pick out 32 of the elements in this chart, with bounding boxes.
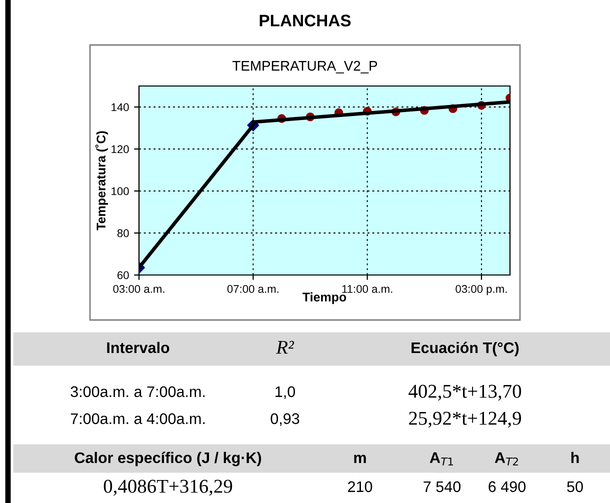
y-tick-label: 120: [112, 145, 129, 154]
y-tick-label: 60: [117, 271, 129, 280]
text: 7:00a.m. a 4:00a.m.: [70, 413, 205, 424]
text: 6 490: [488, 481, 526, 492]
text: 25,92*t+124,9: [409, 412, 521, 428]
text: 0,4086T+316,29: [104, 480, 232, 496]
text: A$_{T1}$: [430, 452, 453, 466]
x-tick-label: 03:00 p.m.: [456, 285, 507, 296]
x-tick-label: 07:00 a.m.: [227, 285, 278, 293]
text: 210: [348, 481, 372, 492]
text: 0,93: [270, 413, 300, 426]
text: 50: [567, 481, 583, 492]
chart-subtitle: TEMPERATURA_V2_P: [232, 60, 378, 74]
x-axis-title: Tiempo: [302, 292, 346, 304]
text: 3:00a.m. a 7:00a.m.: [70, 386, 205, 398]
y-tick-label: 80: [117, 229, 129, 238]
text: Calor específico (J / kg·K): [74, 452, 262, 466]
text: 7 540: [424, 481, 461, 492]
text: m: [354, 454, 366, 463]
text: R²: [276, 340, 294, 354]
x-tick-label: 03:00 a.m.: [113, 285, 164, 293]
text: A$_{T2}$: [494, 452, 518, 466]
chart-title: PLANCHAS: [260, 14, 351, 26]
text: Intervalo: [107, 342, 170, 354]
y-tick-label: 140: [112, 103, 129, 112]
y-tick-label: 100: [112, 187, 129, 196]
text: h: [571, 452, 579, 463]
text: 1,0: [276, 386, 296, 399]
y-axis-title: Temperatura (˚C): [95, 131, 108, 230]
text: Ecuación T(°C): [412, 342, 519, 356]
text: 402,5*t+13,70: [408, 384, 522, 401]
x-tick-label: 11:00 a.m.: [342, 285, 392, 293]
